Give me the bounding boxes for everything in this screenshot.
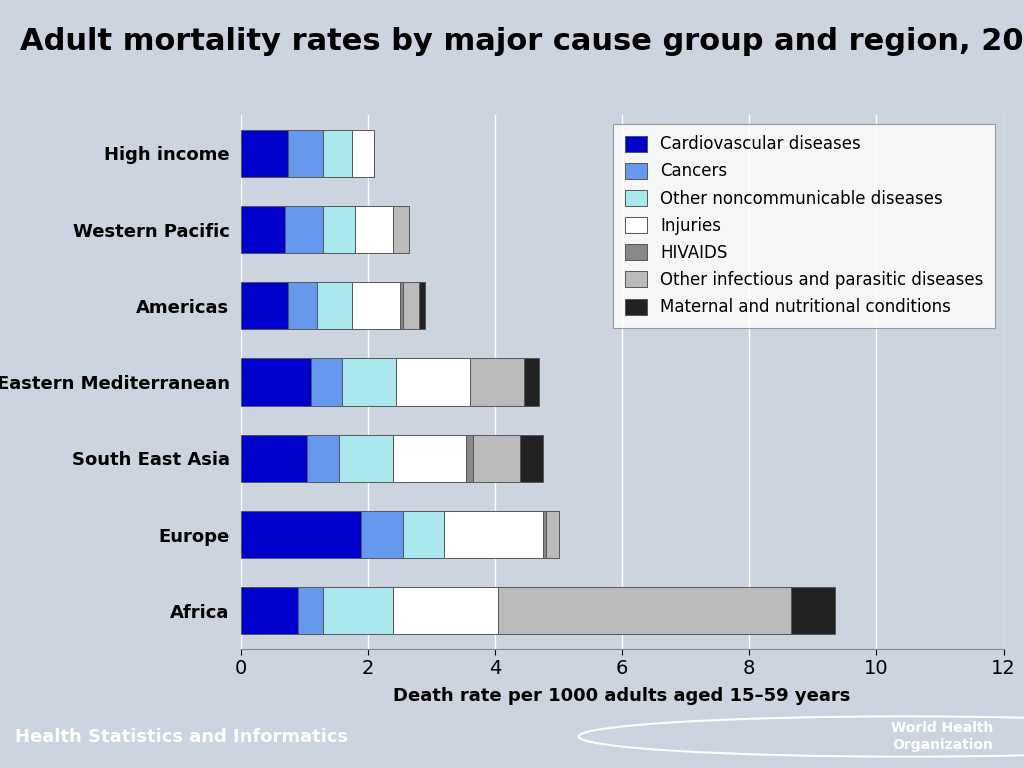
- Bar: [791, 588, 835, 634]
- Bar: [393, 206, 410, 253]
- Bar: [241, 588, 298, 634]
- Bar: [402, 511, 444, 558]
- Bar: [324, 588, 393, 634]
- Legend: Cardiovascular diseases, Cancers, Other noncommunicable diseases, Injuries, HIVA: Cardiovascular diseases, Cancers, Other …: [613, 124, 995, 328]
- Bar: [466, 435, 473, 482]
- Bar: [399, 282, 402, 329]
- Bar: [520, 435, 543, 482]
- Bar: [241, 511, 361, 558]
- Bar: [396, 359, 469, 406]
- Bar: [473, 435, 520, 482]
- Bar: [241, 435, 307, 482]
- Bar: [523, 359, 540, 406]
- Bar: [393, 435, 466, 482]
- Bar: [546, 511, 558, 558]
- Bar: [543, 511, 546, 558]
- Bar: [361, 511, 402, 558]
- Bar: [241, 130, 289, 177]
- Bar: [352, 282, 399, 329]
- Bar: [419, 282, 425, 329]
- Bar: [298, 588, 324, 634]
- Bar: [324, 206, 355, 253]
- Bar: [444, 511, 543, 558]
- Text: Adult mortality rates by major cause group and region, 2004: Adult mortality rates by major cause gro…: [20, 27, 1024, 56]
- Bar: [241, 282, 289, 329]
- Bar: [339, 435, 393, 482]
- Bar: [317, 282, 352, 329]
- Bar: [355, 206, 393, 253]
- Bar: [307, 435, 339, 482]
- Bar: [342, 359, 396, 406]
- Bar: [241, 359, 310, 406]
- Bar: [324, 130, 352, 177]
- Text: Health Statistics and Informatics: Health Statistics and Informatics: [15, 727, 348, 746]
- Bar: [352, 130, 374, 177]
- X-axis label: Death rate per 1000 adults aged 15–59 years: Death rate per 1000 adults aged 15–59 ye…: [393, 687, 851, 705]
- Bar: [469, 359, 523, 406]
- Bar: [498, 588, 791, 634]
- Bar: [289, 130, 324, 177]
- Bar: [310, 359, 342, 406]
- Bar: [289, 282, 317, 329]
- Bar: [241, 206, 285, 253]
- Text: World Health
Organization: World Health Organization: [891, 721, 993, 752]
- Bar: [393, 588, 498, 634]
- Bar: [285, 206, 324, 253]
- Bar: [402, 282, 419, 329]
